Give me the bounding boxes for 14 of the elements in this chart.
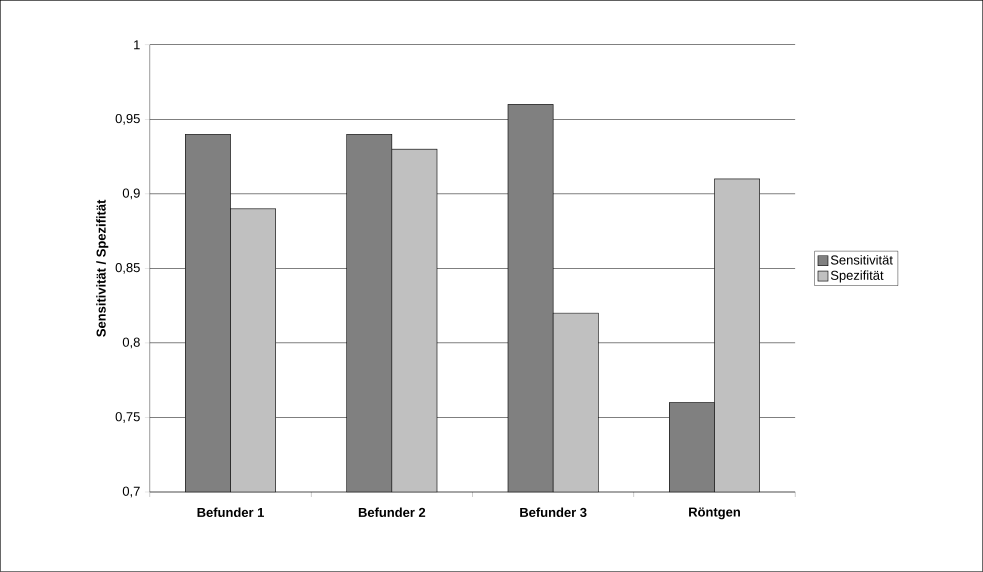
x-tick-label: Befunder 1: [198, 508, 264, 518]
y-tick-label: 0,75: [116, 412, 140, 423]
legend-label: Sensitivität: [830, 255, 893, 265]
y-tick-label: 0,95: [116, 114, 140, 125]
y-tick-label: 0,8: [122, 338, 140, 348]
x-tick-label: Befunder 3: [520, 508, 587, 518]
x-tick-label: Befunder 2: [358, 508, 426, 518]
y-tick-label: 0,85: [116, 263, 140, 274]
y-tick-label: 0,9: [122, 188, 140, 200]
y-tick-label: 1: [134, 40, 140, 50]
x-tick-label: Röntgen: [689, 508, 740, 520]
legend-label: Spezifität: [830, 270, 884, 283]
y-tick-label: 0,7: [122, 486, 140, 498]
y-axis-title: Sensitivität / Spezifität: [96, 200, 108, 337]
